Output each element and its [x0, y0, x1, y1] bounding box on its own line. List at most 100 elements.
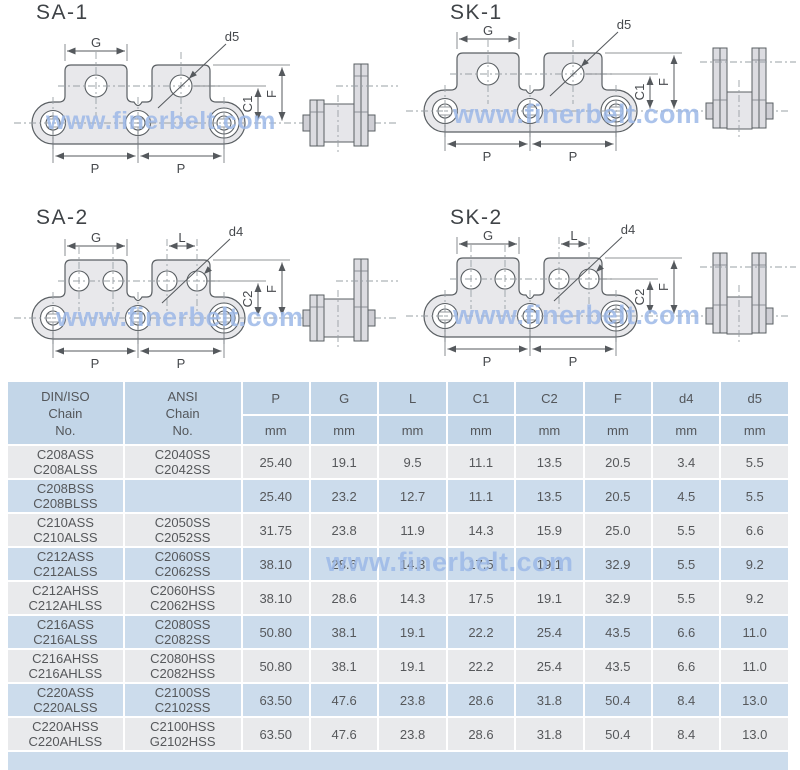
ansi-chain-no-cell: C2060SS C2062SS: [124, 548, 241, 580]
din-iso-chain-no-cell: C212ASS C212ALSS: [8, 548, 123, 580]
value-d5-cell: 9.2: [721, 582, 788, 614]
value-c1-cell: 22.2: [447, 616, 515, 648]
dim-label-f: F: [264, 285, 279, 293]
value-d5-cell: 11.0: [721, 650, 788, 682]
value-c1-cell: 28.6: [447, 718, 515, 750]
value-c1-cell: 17.5: [447, 582, 515, 614]
table-row: C220ASS C220ALSS C2100SS C2102SS 63.50 47.6 23…: [8, 684, 788, 716]
value-c2-cell: 19.1: [516, 582, 583, 614]
ansi-chain-no-cell: C2050SS C2052SS: [124, 514, 241, 546]
dim-label-g: G: [91, 35, 101, 50]
table-row: C212ASS C212ALSS C2060SS C2062SS 38.10 28.6 14…: [8, 548, 788, 580]
value-f-cell: 20.5: [584, 446, 652, 478]
value-d5-cell: 6.6: [721, 514, 788, 546]
value-d4-cell: 5.5: [653, 514, 720, 546]
value-c2-cell: 31.8: [516, 684, 583, 716]
value-l-cell: 9.5: [379, 446, 446, 478]
dim-label-p: P: [91, 161, 100, 176]
value-c1-cell: 11.1: [447, 480, 515, 512]
value-g-cell: 28.6: [310, 548, 378, 580]
value-l-cell: 19.1: [379, 616, 446, 648]
value-c2-cell: 25.4: [516, 650, 583, 682]
ansi-chain-no-cell: [124, 480, 241, 512]
ansi-chain-no-cell: C2080SS C2082SS: [124, 616, 241, 648]
din-iso-chain-no-cell: C210ASS C210ALSS: [8, 514, 123, 546]
header-din-iso-chain-no: DIN/ISO Chain No.: [8, 382, 123, 444]
value-l-cell: 23.8: [379, 718, 446, 750]
ansi-chain-no-cell: C2100SS C2102SS: [124, 684, 241, 716]
dim-label-d4: d4: [229, 224, 243, 239]
value-l-cell: 23.8: [379, 684, 446, 716]
din-iso-chain-no-cell: C216AHSS C216AHLSS: [8, 650, 123, 682]
dim-label-p: P: [177, 161, 186, 176]
diagram-sa-1: SA-1 G d5 C1 F P P: [13, 1, 399, 176]
header-l: L: [379, 382, 446, 414]
dim-label-f: F: [656, 78, 671, 86]
dim-label-p: P: [91, 356, 100, 371]
value-f-cell: 25.0: [584, 514, 652, 546]
value-d5-cell: 13.0: [721, 684, 788, 716]
dim-label-d5: d5: [617, 17, 631, 32]
value-g-cell: 47.6: [310, 684, 378, 716]
table-row: C216ASS C216ALSS C2080SS C2082SS 50.80 38.1 19…: [8, 616, 788, 648]
table-row: C216AHSS C216AHLSS C2080HSS C2082HSS 50.80 38…: [8, 650, 788, 682]
value-c2-cell: 13.5: [516, 446, 583, 478]
value-d5-cell: 11.0: [721, 616, 788, 648]
value-g-cell: 19.1: [310, 446, 378, 478]
value-l-cell: 14.3: [379, 548, 446, 580]
diagram-title: SA-1: [36, 1, 89, 24]
value-g-cell: 28.6: [310, 582, 378, 614]
value-c2-cell: 31.8: [516, 718, 583, 750]
value-p-cell: 25.40: [242, 480, 309, 512]
dim-label-p: P: [569, 149, 578, 164]
value-d5-cell: 5.5: [721, 446, 788, 478]
value-c2-cell: 25.4: [516, 616, 583, 648]
value-c2-cell: 15.9: [516, 514, 583, 546]
dim-label-g: G: [91, 230, 101, 245]
table-row: C220AHSS C220AHLSS C2100HSS G2102HSS 63.50 47…: [8, 718, 788, 750]
diagram-title: SK-2: [450, 206, 503, 229]
spec-table: DIN/ISO Chain No. ANSI Chain No. P G L C…: [6, 380, 790, 770]
dim-label-p: P: [483, 354, 492, 369]
value-d4-cell: 4.5: [653, 480, 720, 512]
value-g-cell: 38.1: [310, 616, 378, 648]
value-l-cell: 11.9: [379, 514, 446, 546]
value-d4-cell: 6.6: [653, 650, 720, 682]
value-p-cell: 31.75: [242, 514, 309, 546]
value-p-cell: 50.80: [242, 616, 309, 648]
diagram-sk-1: SK-1 G d5 C1 F P P: [405, 1, 797, 164]
dim-label-f: F: [264, 90, 279, 98]
value-d4-cell: 5.5: [653, 548, 720, 580]
value-c1-cell: 22.2: [447, 650, 515, 682]
din-iso-chain-no-cell: C208ASS C208ALSS: [8, 446, 123, 478]
unit-mm: mm: [516, 416, 583, 444]
technical-drawings: SA-1 G d5 C1 F P P SK-1 G d5 C1 F P P: [13, 1, 797, 371]
value-c1-cell: 11.1: [447, 446, 515, 478]
value-l-cell: 14.3: [379, 582, 446, 614]
value-f-cell: 50.4: [584, 718, 652, 750]
header-d4: d4: [653, 382, 720, 414]
dim-label-c1: C1: [240, 96, 255, 113]
value-f-cell: 50.4: [584, 684, 652, 716]
diagram-sa-2: SA-2 G L d4 C2 F P P: [13, 206, 399, 371]
dim-label-l: L: [570, 228, 577, 243]
value-d4-cell: 8.4: [653, 684, 720, 716]
dim-label-p: P: [483, 149, 492, 164]
dim-label-d5: d5: [225, 29, 239, 44]
header-c2: C2: [516, 382, 583, 414]
header-c1: C1: [447, 382, 515, 414]
value-l-cell: 19.1: [379, 650, 446, 682]
din-iso-chain-no-cell: C216ASS C216ALSS: [8, 616, 123, 648]
table-row: C208BSS C208BLSS 25.40 23.2 12.7 11.1 13.5 20.5…: [8, 480, 788, 512]
dim-label-f: F: [656, 283, 671, 291]
dim-label-d4: d4: [621, 222, 635, 237]
unit-mm: mm: [447, 416, 515, 444]
table-row: C212AHSS C212AHLSS C2060HSS C2062HSS 38.10 28…: [8, 582, 788, 614]
diagram-title: SK-1: [450, 1, 503, 24]
value-c2-cell: 13.5: [516, 480, 583, 512]
value-d5-cell: 9.2: [721, 548, 788, 580]
value-g-cell: 38.1: [310, 650, 378, 682]
dim-label-c2: C2: [240, 291, 255, 308]
unit-mm: mm: [721, 416, 788, 444]
